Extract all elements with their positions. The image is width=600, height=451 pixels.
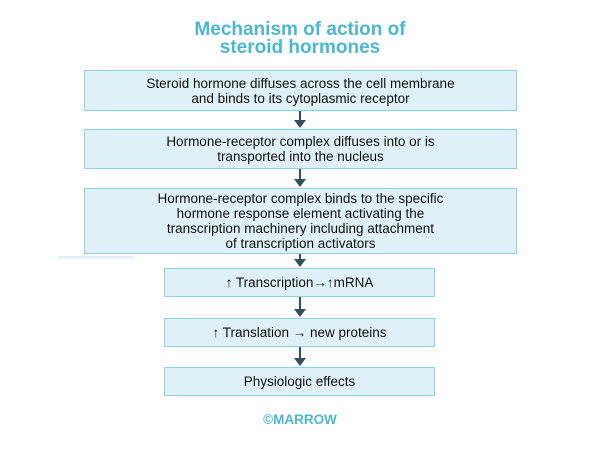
step-5-box: ↑ Translation → new proteins	[164, 318, 435, 347]
arrow-2-to-3	[294, 169, 306, 187]
watermark-underline	[58, 256, 133, 259]
step-3-line-4: of transcription activators	[225, 236, 376, 251]
step-6-box: Physiologic effects	[164, 367, 435, 396]
step-2-box: Hormone-receptor complex diffuses into o…	[84, 129, 517, 169]
arrow-4-to-5	[294, 297, 306, 317]
arrow-3-to-4	[294, 254, 306, 267]
arrow-5-to-6	[294, 347, 306, 366]
step-3-line-2: hormone response element activating the	[176, 206, 425, 221]
diagram-title-line-1: Mechanism of action of	[194, 19, 406, 40]
step-3-line-3: transcription machinery including attach…	[166, 221, 435, 236]
step-4-line-1: ↑ Transcription→↑mRNA	[225, 275, 374, 290]
step-2-line-1: Hormone-receptor complex diffuses into o…	[166, 134, 435, 149]
step-1-box: Steroid hormone diffuses across the cell…	[84, 70, 517, 111]
step-1-line-1: Steroid hormone diffuses across the cell…	[146, 75, 455, 91]
arrow-1-to-2	[294, 111, 306, 128]
step-4-box: ↑ Transcription→↑mRNA	[164, 268, 435, 297]
step-3-line-1: Hormone-receptor complex binds to the sp…	[157, 191, 444, 206]
step-3-box: Hormone-receptor complex binds to the sp…	[84, 188, 517, 254]
step-1-line-2: and binds to its cytoplasmic receptor	[191, 90, 410, 106]
step-2-line-2: transported into the nucleus	[217, 149, 384, 164]
diagram-title-line-2: steroid hormones	[219, 37, 381, 58]
step-6-line-1: Physiologic effects	[243, 374, 356, 389]
step-5-line-1: ↑ Translation → new proteins	[212, 325, 387, 340]
footer-brand: ©MARROW	[263, 412, 337, 427]
